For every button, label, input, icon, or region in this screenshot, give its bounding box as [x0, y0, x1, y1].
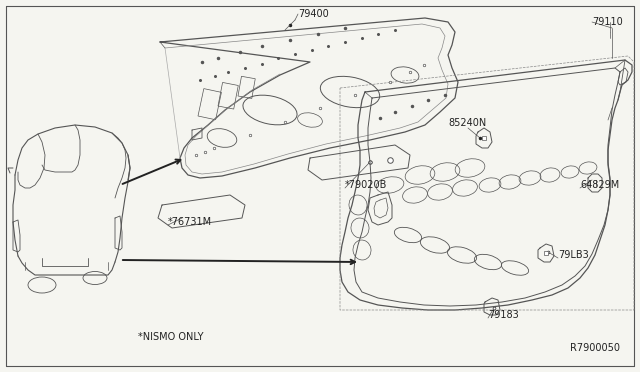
Text: *NISMO ONLY: *NISMO ONLY: [138, 332, 204, 342]
Text: 79LB3: 79LB3: [558, 250, 589, 260]
Bar: [218, 83, 238, 109]
Text: *79020B: *79020B: [345, 180, 387, 190]
Bar: [238, 76, 255, 99]
Text: *76731M: *76731M: [168, 217, 212, 227]
Text: R7900050: R7900050: [570, 343, 620, 353]
Text: 79183: 79183: [488, 310, 519, 320]
Text: 79110: 79110: [592, 17, 623, 27]
Text: 79400: 79400: [298, 9, 329, 19]
Text: 85240N: 85240N: [448, 118, 486, 128]
Bar: [198, 89, 221, 120]
Text: 64829M: 64829M: [580, 180, 620, 190]
